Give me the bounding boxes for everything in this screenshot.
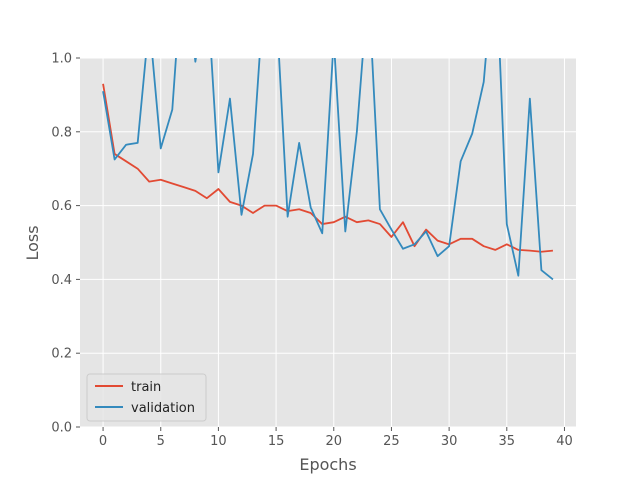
y-tick-label: 0.8 <box>51 125 72 140</box>
x-tick-label: 5 <box>157 434 165 449</box>
legend-label-validation: validation <box>131 401 195 416</box>
x-axis-ticks: 0 5 10 15 20 25 30 35 40 <box>99 427 573 449</box>
y-tick-label: 0.2 <box>51 347 72 362</box>
legend-label-train: train <box>131 380 161 395</box>
x-tick-label: 30 <box>441 434 458 449</box>
y-tick-label: 0.6 <box>51 199 72 214</box>
x-tick-label: 40 <box>556 434 573 449</box>
y-axis-label: Loss <box>23 225 42 260</box>
x-tick-label: 15 <box>268 434 285 449</box>
plot-area <box>102 58 554 281</box>
y-tick-label: 0.4 <box>51 273 72 288</box>
series-line-train <box>102 83 554 253</box>
legend: train validation <box>86 373 207 422</box>
series-line-validation <box>102 58 554 281</box>
y-tick-label: 1.0 <box>51 52 72 67</box>
x-axis-label: Epochs <box>299 455 356 474</box>
x-tick-label: 25 <box>383 434 400 449</box>
x-tick-label: 20 <box>325 434 342 449</box>
y-tick-label: 0.0 <box>51 421 72 436</box>
y-axis-ticks: 0.0 0.2 0.4 0.6 0.8 1.0 <box>51 52 80 436</box>
x-tick-label: 10 <box>210 434 227 449</box>
x-tick-label: 35 <box>499 434 516 449</box>
x-tick-label: 0 <box>99 434 107 449</box>
plot-background <box>80 58 576 427</box>
